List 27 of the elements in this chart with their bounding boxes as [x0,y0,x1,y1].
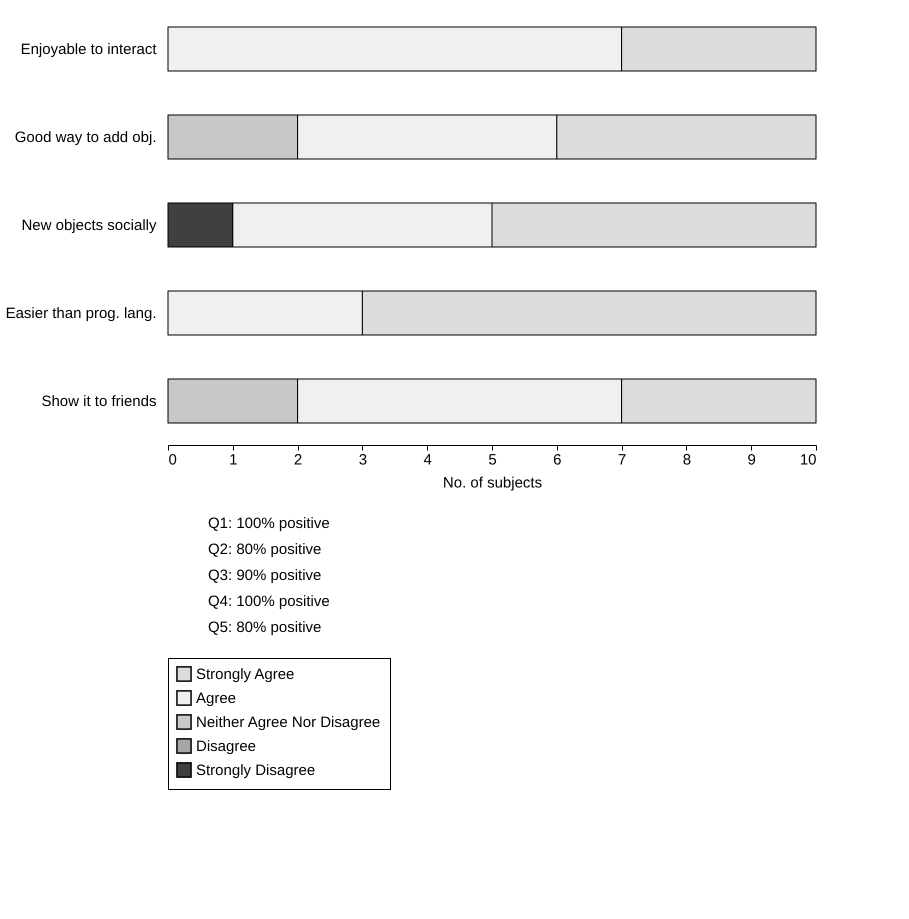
text: Q2: 80% positive [208,541,322,558]
x-tick-label: 3 [358,452,368,468]
y-tick-label: Easier than prog. lang. [6,305,156,322]
x-tick-label: 6 [553,452,562,468]
x-tick-label: 0 [168,452,177,468]
x-tick-label: 2 [294,452,302,468]
text: Q1: 100% positive [208,515,330,532]
legend-label: Strongly Agree [196,666,294,683]
legend-label: Strongly Disagree [196,762,316,779]
text: Q5: 80% positive [208,619,322,636]
x-tick-label: 7 [618,452,626,468]
y-tick-label: New objects socially [21,217,157,234]
x-axis-title: No. of subjects [442,474,542,492]
x-tick-label: 10 [800,452,816,468]
x-tick-label: 1 [229,452,238,468]
legend-label: Agree [196,690,236,707]
y-tick-label: Good way to add obj. [14,129,156,146]
text: Q3: 90% positive [208,567,322,584]
y-tick-label: Show it to friends [41,393,156,410]
y-tick-label: Enjoyable to interact [20,41,158,58]
x-tick-label: 9 [748,452,756,468]
legend-label: Disagree [196,738,256,755]
x-tick-label: 4 [424,452,432,468]
text: Q4: 100% positive [208,593,330,610]
x-tick-label: 8 [682,452,692,468]
legend-label: Neither Agree Nor Disagree [196,714,380,731]
x-tick-label: 5 [488,452,497,468]
